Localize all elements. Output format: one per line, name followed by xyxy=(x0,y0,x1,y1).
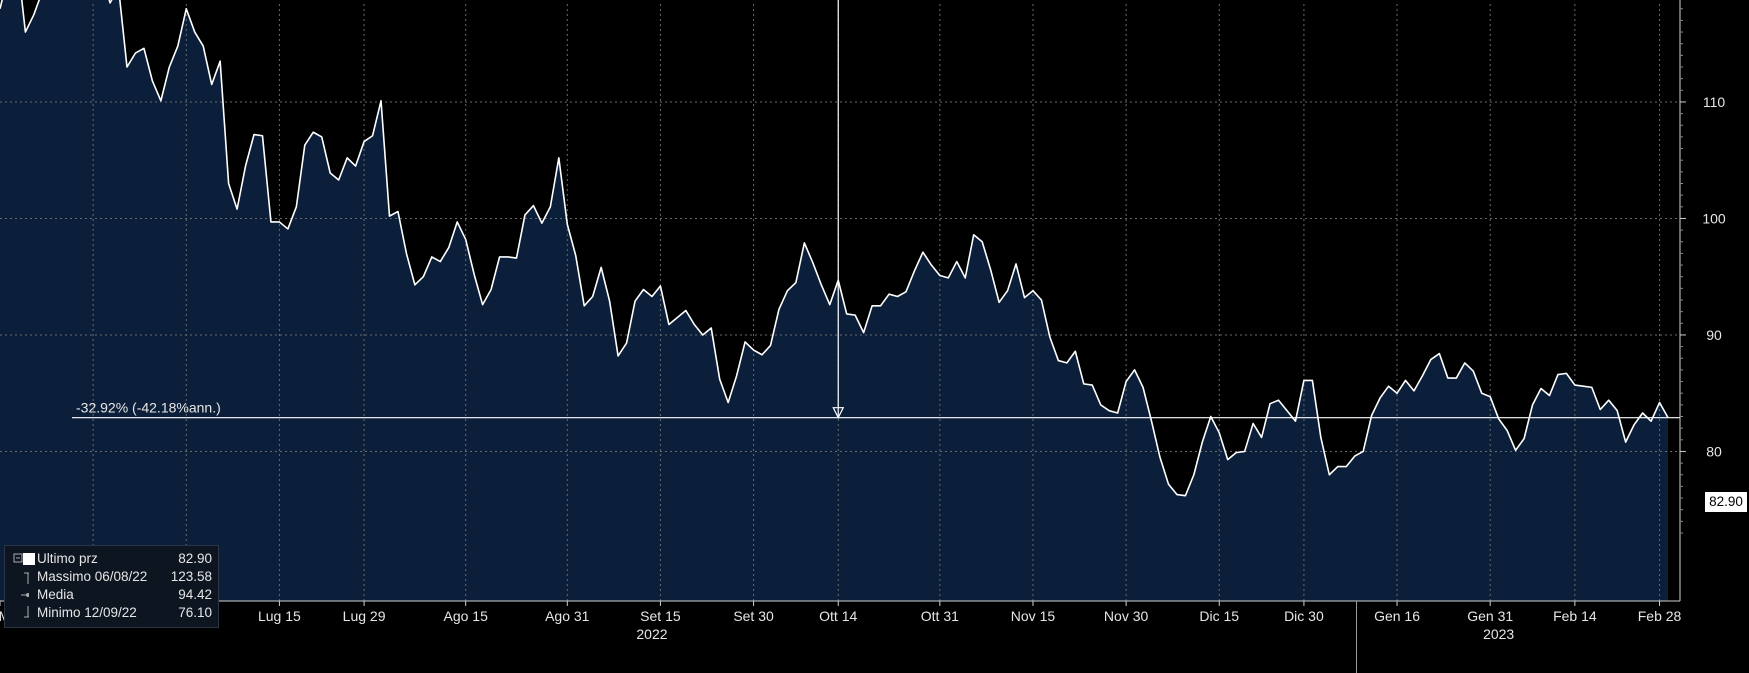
legend-value: 82.90 xyxy=(178,551,212,566)
last-value-line-label: -32.92% (-42.18%ann.) xyxy=(76,400,221,416)
legend-row-last: Ultimo prz 82.90 xyxy=(5,550,218,568)
legend-value: 76.10 xyxy=(178,605,212,620)
x-tick-label: Dic 30 xyxy=(1284,608,1324,624)
x-tick-label: Set 30 xyxy=(733,608,774,624)
legend-label: Massimo 06/08/22 xyxy=(37,569,148,584)
last-price-badge: 82.90 xyxy=(1705,492,1747,512)
legend-swatch-icon xyxy=(23,553,35,565)
x-tick-label: Lug 29 xyxy=(343,608,386,624)
average-marker-icon xyxy=(13,588,29,602)
legend: Ultimo prz 82.90 Massimo 06/08/22 123.58… xyxy=(4,545,219,628)
x-tick-label: Ott 14 xyxy=(819,608,857,624)
legend-label: Media xyxy=(37,587,74,602)
max-marker-icon xyxy=(13,570,29,584)
legend-row-max: Massimo 06/08/22 123.58 xyxy=(5,568,218,586)
min-marker-icon xyxy=(13,606,29,620)
price-line xyxy=(0,0,1669,497)
legend-toggle-icon[interactable] xyxy=(13,552,29,566)
y-tick-label: 110 xyxy=(1703,94,1726,110)
drawdown-arrow-head-icon xyxy=(832,407,845,420)
x-tick-label: Dic 15 xyxy=(1199,608,1239,624)
x-tick-label: Lug 15 xyxy=(258,608,301,624)
x-tick-label: Gen 31 xyxy=(1467,608,1513,624)
y-tick-label: 90 xyxy=(1706,327,1722,343)
x-tick-label: Ago 31 xyxy=(545,608,590,624)
x-tick-label: Nov 30 xyxy=(1104,608,1149,624)
x-tick-label: Feb 28 xyxy=(1638,608,1682,624)
year-label: 2023 xyxy=(1483,626,1514,642)
y-tick-label: 80 xyxy=(1706,443,1722,459)
legend-row-avg: Media 94.42 xyxy=(5,586,218,604)
legend-value: 123.58 xyxy=(170,569,212,584)
legend-row-min: Minimo 12/09/22 76.10 xyxy=(5,604,218,622)
legend-value: 94.42 xyxy=(178,587,212,602)
x-tick-label: Gen 16 xyxy=(1374,608,1420,624)
x-tick-label: Nov 15 xyxy=(1011,608,1056,624)
legend-label: Minimo 12/09/22 xyxy=(37,605,137,620)
x-tick-label: Feb 14 xyxy=(1553,608,1597,624)
price-area-fill xyxy=(0,0,1668,601)
y-tick-label: 100 xyxy=(1702,210,1726,226)
x-tick-label: Ott 31 xyxy=(921,608,959,624)
x-tick-label: Ago 15 xyxy=(443,608,488,624)
x-tick-label: Set 15 xyxy=(640,608,681,624)
legend-label: Ultimo prz xyxy=(37,551,98,566)
year-label: 2022 xyxy=(636,626,667,642)
